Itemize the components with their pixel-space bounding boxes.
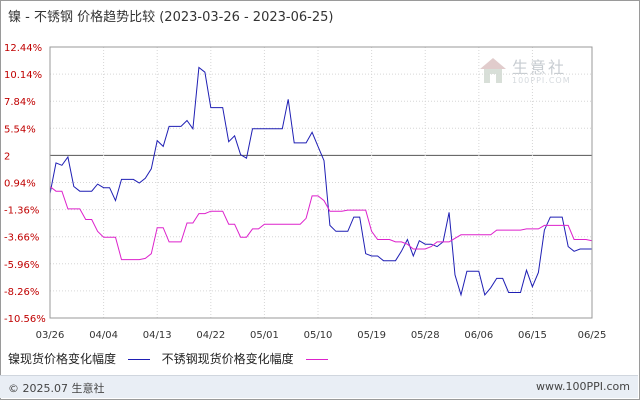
y-tick-label: 0.94% [4,179,36,190]
legend: 镍现货价格变化幅度 不锈钢现货价格变化幅度 [8,350,336,367]
y-tick-label: 12.44% [4,43,42,54]
legend-stainless-swatch [305,359,328,360]
watermark-logo: 生意社 100PPI.COM [478,54,578,94]
x-tick-label: 06/15 [518,330,547,341]
y-tick-label: 2 [4,151,10,162]
x-tick-label: 04/22 [196,330,225,341]
x-tick-label: 06/06 [464,330,493,341]
legend-nickel-label: 镍现货价格变化幅度 [8,352,117,366]
series-lines [49,66,593,297]
y-tick-label: 5.54% [4,124,36,135]
x-tick-label: 05/10 [304,330,333,341]
y-tick-label: -1.36% [4,206,39,217]
title-text: 镍 - 不锈钢 价格趋势比较 [8,10,156,25]
y-tick-label: -5.96% [4,260,39,271]
legend-stainless-label: 不锈钢现货价格变化幅度 [161,352,294,366]
plot-border [49,46,593,319]
chart-title: 镍 - 不锈钢 价格趋势比较 (2023-03-26 - 2023-06-25) [8,6,333,25]
watermark-name: 生意社 [512,58,567,77]
x-axis-ticks: 03/26 04/04 04/13 04/22 05/01 05/10 05/19 05/28… [36,330,607,341]
watermark-site: 100PPI.COM [512,76,571,85]
y-axis-ticks: 12.44% 10.14% 7.84% 5.54% 2 0.94% -1.36% -3.66%… [4,43,46,325]
series-nickel-line [49,66,592,297]
x-tick-label: 05/28 [411,330,440,341]
legend-nickel-swatch [127,359,150,360]
x-tick-label: 05/01 [250,330,279,341]
y-tick-label: -3.66% [4,233,39,244]
x-tick-label: 04/04 [89,330,118,341]
x-tick-label: 06/25 [578,330,607,341]
x-tick-label: 05/19 [357,330,386,341]
x-tick-label: 03/26 [36,330,65,341]
x-tick-label: 04/13 [143,330,172,341]
date-range: (2023-03-26 - 2023-06-25) [159,10,334,25]
footer: © 2025.07 生意社 www.100PPI.com [0,375,638,398]
footer-copyright: © 2025.07 生意社 [8,382,105,395]
y-tick-label: -8.26% [4,287,39,298]
y-tick-label: -10.56% [4,314,46,325]
y-tick-label: 7.84% [4,97,36,108]
footer-site-link[interactable]: www.100PPI.com [536,380,630,393]
y-tick-label: 10.14% [4,70,42,81]
grid [49,46,593,319]
house-icon [480,58,506,83]
series-stainless-line [49,186,593,261]
